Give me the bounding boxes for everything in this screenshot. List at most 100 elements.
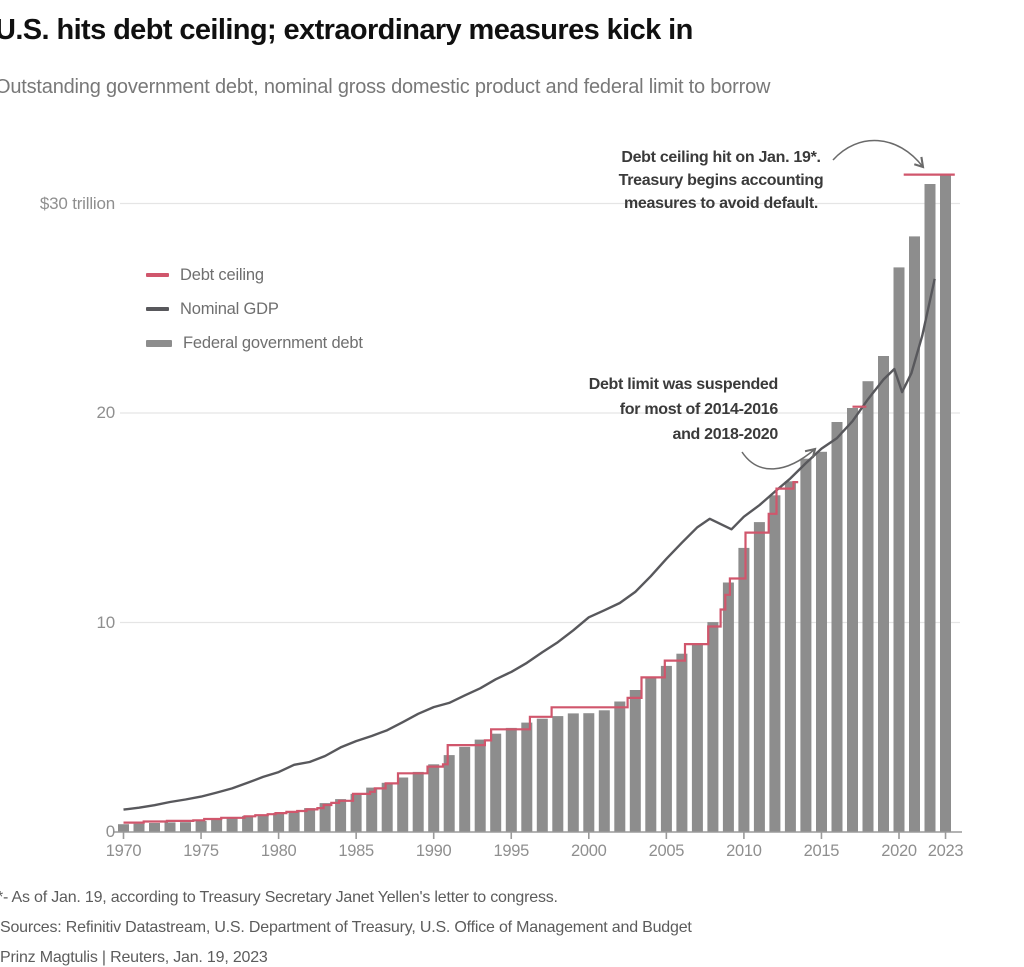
legend-label: Nominal GDP: [180, 299, 279, 318]
x-tick-label-1990: 1990: [415, 842, 452, 860]
bar-1995: [505, 727, 517, 832]
page-subtitle: Outstanding government debt, nominal gro…: [0, 76, 771, 98]
bar-1998: [552, 716, 564, 832]
y-tick-label-30: $30 trillion: [39, 193, 115, 213]
x-tick-label-1975: 1975: [183, 842, 219, 860]
bar-1976: [211, 819, 223, 832]
legend-swatch-icon: [146, 339, 172, 347]
bar-1971: [133, 823, 145, 832]
bar-2019: [878, 356, 889, 832]
page-title: U.S. hits debt ceiling; extraordinary me…: [0, 14, 693, 46]
bar-2020: [893, 267, 905, 832]
legend-item-nominal-gdp: Nominal GDP: [146, 292, 363, 326]
y-tick-label-10: 10: [96, 612, 115, 632]
ceiling-hit-arrow: [832, 139, 925, 169]
annotation-ceiling-hit: Debt ceiling hit on Jan. 19*. Treasury b…: [606, 146, 836, 215]
bar-1985: [350, 793, 362, 832]
bar-1997: [536, 718, 548, 832]
chart-legend: Debt ceiling Nominal GDP Federal governmen…: [146, 258, 363, 360]
annotation-line: measures to avoid default.: [623, 195, 819, 212]
annotation-line: and 2018-2020: [672, 426, 778, 443]
bar-1999: [567, 713, 579, 832]
bar-2002: [614, 701, 626, 832]
legend-label: Federal government debt: [183, 333, 363, 352]
x-tick-label-2023: 2023: [927, 842, 964, 860]
bar-1994: [490, 733, 502, 832]
bar-1986: [366, 787, 378, 832]
x-tick-label-2005: 2005: [648, 842, 685, 860]
line-series: [123, 173, 955, 824]
bar-2005: [660, 665, 672, 832]
bar-1988: [397, 777, 409, 832]
bar-2022: [924, 184, 936, 832]
gdp-line: [123, 278, 936, 811]
bar-2017: [847, 408, 858, 832]
bar-2015: [816, 451, 827, 832]
bar-1972: [149, 823, 160, 832]
bar-1990: [428, 764, 440, 832]
bar-2003: [629, 690, 641, 832]
bar-1979: [257, 814, 269, 832]
bar-2009: [722, 582, 734, 832]
bar-2011: [753, 522, 765, 832]
bar-1977: [226, 817, 238, 832]
legend-label: Debt ceiling: [180, 265, 264, 284]
legend-swatch-icon: [146, 273, 169, 277]
bar-1983: [319, 803, 331, 832]
x-tick-label-2020: 2020: [881, 842, 917, 860]
bar-2007: [691, 643, 703, 832]
x-tick-label-2010: 2010: [726, 842, 762, 860]
bar-2018: [862, 381, 874, 832]
bar-1981: [288, 811, 300, 832]
bar-2014: [800, 458, 812, 832]
suspended-leader-arrow: [741, 447, 817, 470]
annotation-line: for most of 2014-2016: [619, 401, 779, 418]
x-tick-label-1995: 1995: [493, 842, 529, 860]
bar-2004: [645, 677, 657, 832]
annotation-line: Debt ceiling hit on Jan. 19*.: [621, 149, 821, 166]
bar-1987: [381, 782, 393, 832]
bar-1996: [521, 722, 533, 832]
sources-line: Sources: Refinitiv Datastream, U.S. Depa…: [0, 919, 692, 936]
x-tick-label-2000: 2000: [571, 842, 607, 860]
bar-2016: [831, 422, 843, 832]
x-tick-label-1980: 1980: [260, 842, 297, 860]
bar-2012: [769, 495, 781, 832]
bar-2013: [784, 481, 796, 832]
legend-swatch-icon: [146, 307, 169, 311]
bar-1992: [459, 746, 471, 832]
annotation-line: Treasury begins accounting: [618, 172, 824, 189]
bar-1970: [118, 824, 129, 832]
byline: Prinz Magtulis | Reuters, Jan. 19, 2023: [0, 949, 268, 966]
bar-2023: [940, 173, 951, 833]
bar-2001: [598, 710, 610, 832]
footnote: *- As of Jan. 19, according to Treasury …: [0, 889, 558, 906]
bar-1973: [164, 822, 176, 832]
bar-1991: [443, 755, 455, 832]
bar-1989: [412, 771, 424, 832]
bar-1980: [273, 812, 285, 832]
x-tick-label-2015: 2015: [803, 842, 840, 860]
bar-1978: [242, 815, 254, 832]
x-axis: [113, 831, 962, 839]
federal-debt-bars: [118, 173, 951, 833]
bar-2000: [583, 713, 595, 832]
legend-item-federal-government-debt: Federal government debt: [146, 326, 363, 360]
x-tick-label-1970: 1970: [105, 842, 142, 860]
x-tick-label-1985: 1985: [338, 842, 374, 860]
y-tick-label-0: 0: [105, 822, 115, 841]
bar-2006: [676, 653, 688, 832]
legend-item-debt-ceiling: Debt ceiling: [146, 258, 363, 292]
annotation-debt-limit-suspended: Debt limit was suspended for most of 201…: [589, 372, 779, 447]
debt-ceiling-step-line-0: [123, 481, 799, 824]
bar-1974: [180, 822, 191, 832]
bar-1993: [474, 739, 486, 832]
y-tick-label-20: 20: [96, 403, 115, 422]
bar-2010: [738, 547, 750, 832]
bar-1975: [195, 820, 207, 832]
bar-1982: [304, 808, 316, 832]
bar-2021: [909, 236, 920, 832]
bar-2008: [707, 622, 719, 832]
